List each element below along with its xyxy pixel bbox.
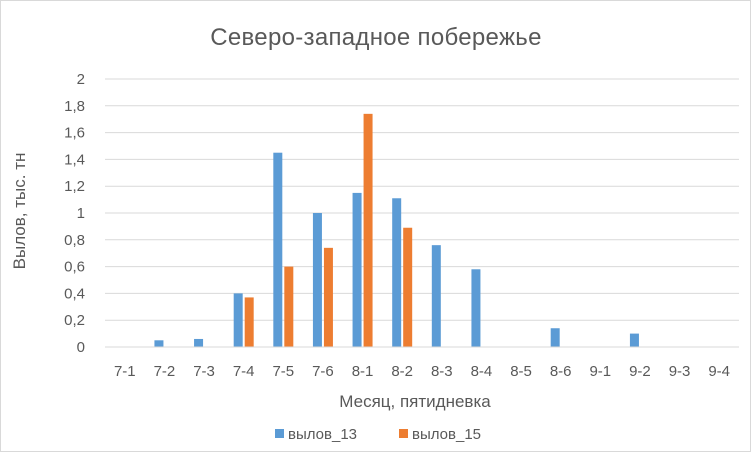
x-tick-label: 7-1	[114, 363, 136, 380]
bar-вылов_15-8-1	[363, 113, 373, 347]
y-tick-label: 1,2	[64, 178, 85, 195]
legend-label: вылов_13	[288, 426, 357, 443]
legend-swatch	[399, 429, 408, 438]
x-tick-label: 7-6	[312, 363, 334, 380]
y-tick-label: 1,6	[64, 125, 85, 142]
x-tick-label: 8-1	[352, 363, 374, 380]
chart-title: Северо-западное побережье	[210, 24, 542, 51]
bar-вылов_13-7-5	[273, 152, 283, 347]
y-tick-label: 0,2	[64, 312, 85, 329]
x-tick-label: 7-5	[272, 363, 294, 380]
x-tick-label: 8-3	[431, 363, 453, 380]
y-tick-label: 2	[77, 71, 85, 88]
x-axis-title: Месяц, пятидневка	[339, 392, 491, 411]
x-tick-label: 9-2	[629, 363, 651, 380]
bar-вылов_15-7-6	[323, 247, 333, 347]
bar-вылов_13-8-2	[392, 198, 402, 347]
bar-вылов_13-7-6	[312, 213, 322, 347]
legend-label: вылов_15	[412, 426, 481, 443]
bar-вылов_13-9-2	[629, 333, 639, 347]
y-tick-label: 0,8	[64, 232, 85, 249]
bar-вылов_13-8-6	[550, 328, 560, 347]
legend: вылов_13 вылов_15	[275, 426, 481, 443]
bar-вылов_13-7-4	[233, 293, 243, 347]
y-tick-label: 0,6	[64, 259, 85, 276]
x-tick-label: 9-3	[669, 363, 691, 380]
x-tick-label: 8-5	[510, 363, 532, 380]
bar-вылов_13-7-2	[154, 340, 164, 347]
bar-вылов_15-7-5	[284, 266, 294, 347]
x-tick-label: 7-3	[193, 363, 215, 380]
x-axis-ticks: 7-1 7-2 7-3 7-4 7-5 7-6 8-1 8-2 8-3 8-4 8-5 8-6 9-1 9…	[114, 363, 730, 380]
gridlines	[105, 78, 739, 321]
y-tick-label: 0,4	[64, 285, 85, 302]
y-tick-label: 1	[77, 205, 85, 222]
bar-вылов_15-7-4	[244, 297, 254, 347]
x-tick-label: 8-4	[471, 363, 493, 380]
bar-вылов_13-8-3	[431, 245, 441, 347]
y-axis-title: Вылов, тыс. тн	[10, 153, 29, 270]
y-tick-label: 1,4	[64, 151, 85, 168]
bar-вылов_15-8-2	[403, 227, 413, 347]
bar-вылов_13-8-4	[471, 269, 481, 347]
bar-вылов_13-7-3	[194, 338, 204, 347]
y-tick-label: 0	[77, 339, 85, 356]
x-tick-label: 8-6	[550, 363, 572, 380]
y-tick-label: 1,8	[64, 98, 85, 115]
x-tick-label: 8-2	[391, 363, 413, 380]
x-tick-label: 7-2	[154, 363, 176, 380]
x-tick-label: 7-4	[233, 363, 255, 380]
x-tick-label: 9-1	[589, 363, 611, 380]
bar-вылов_13-8-1	[352, 192, 362, 347]
y-axis-ticks: 0 0,2 0,4 0,6 0,8 1 1,2 1,4 1,6 1,8 2	[64, 71, 85, 356]
bars	[154, 113, 639, 347]
legend-swatch	[275, 429, 284, 438]
x-tick-label: 9-4	[708, 363, 730, 380]
